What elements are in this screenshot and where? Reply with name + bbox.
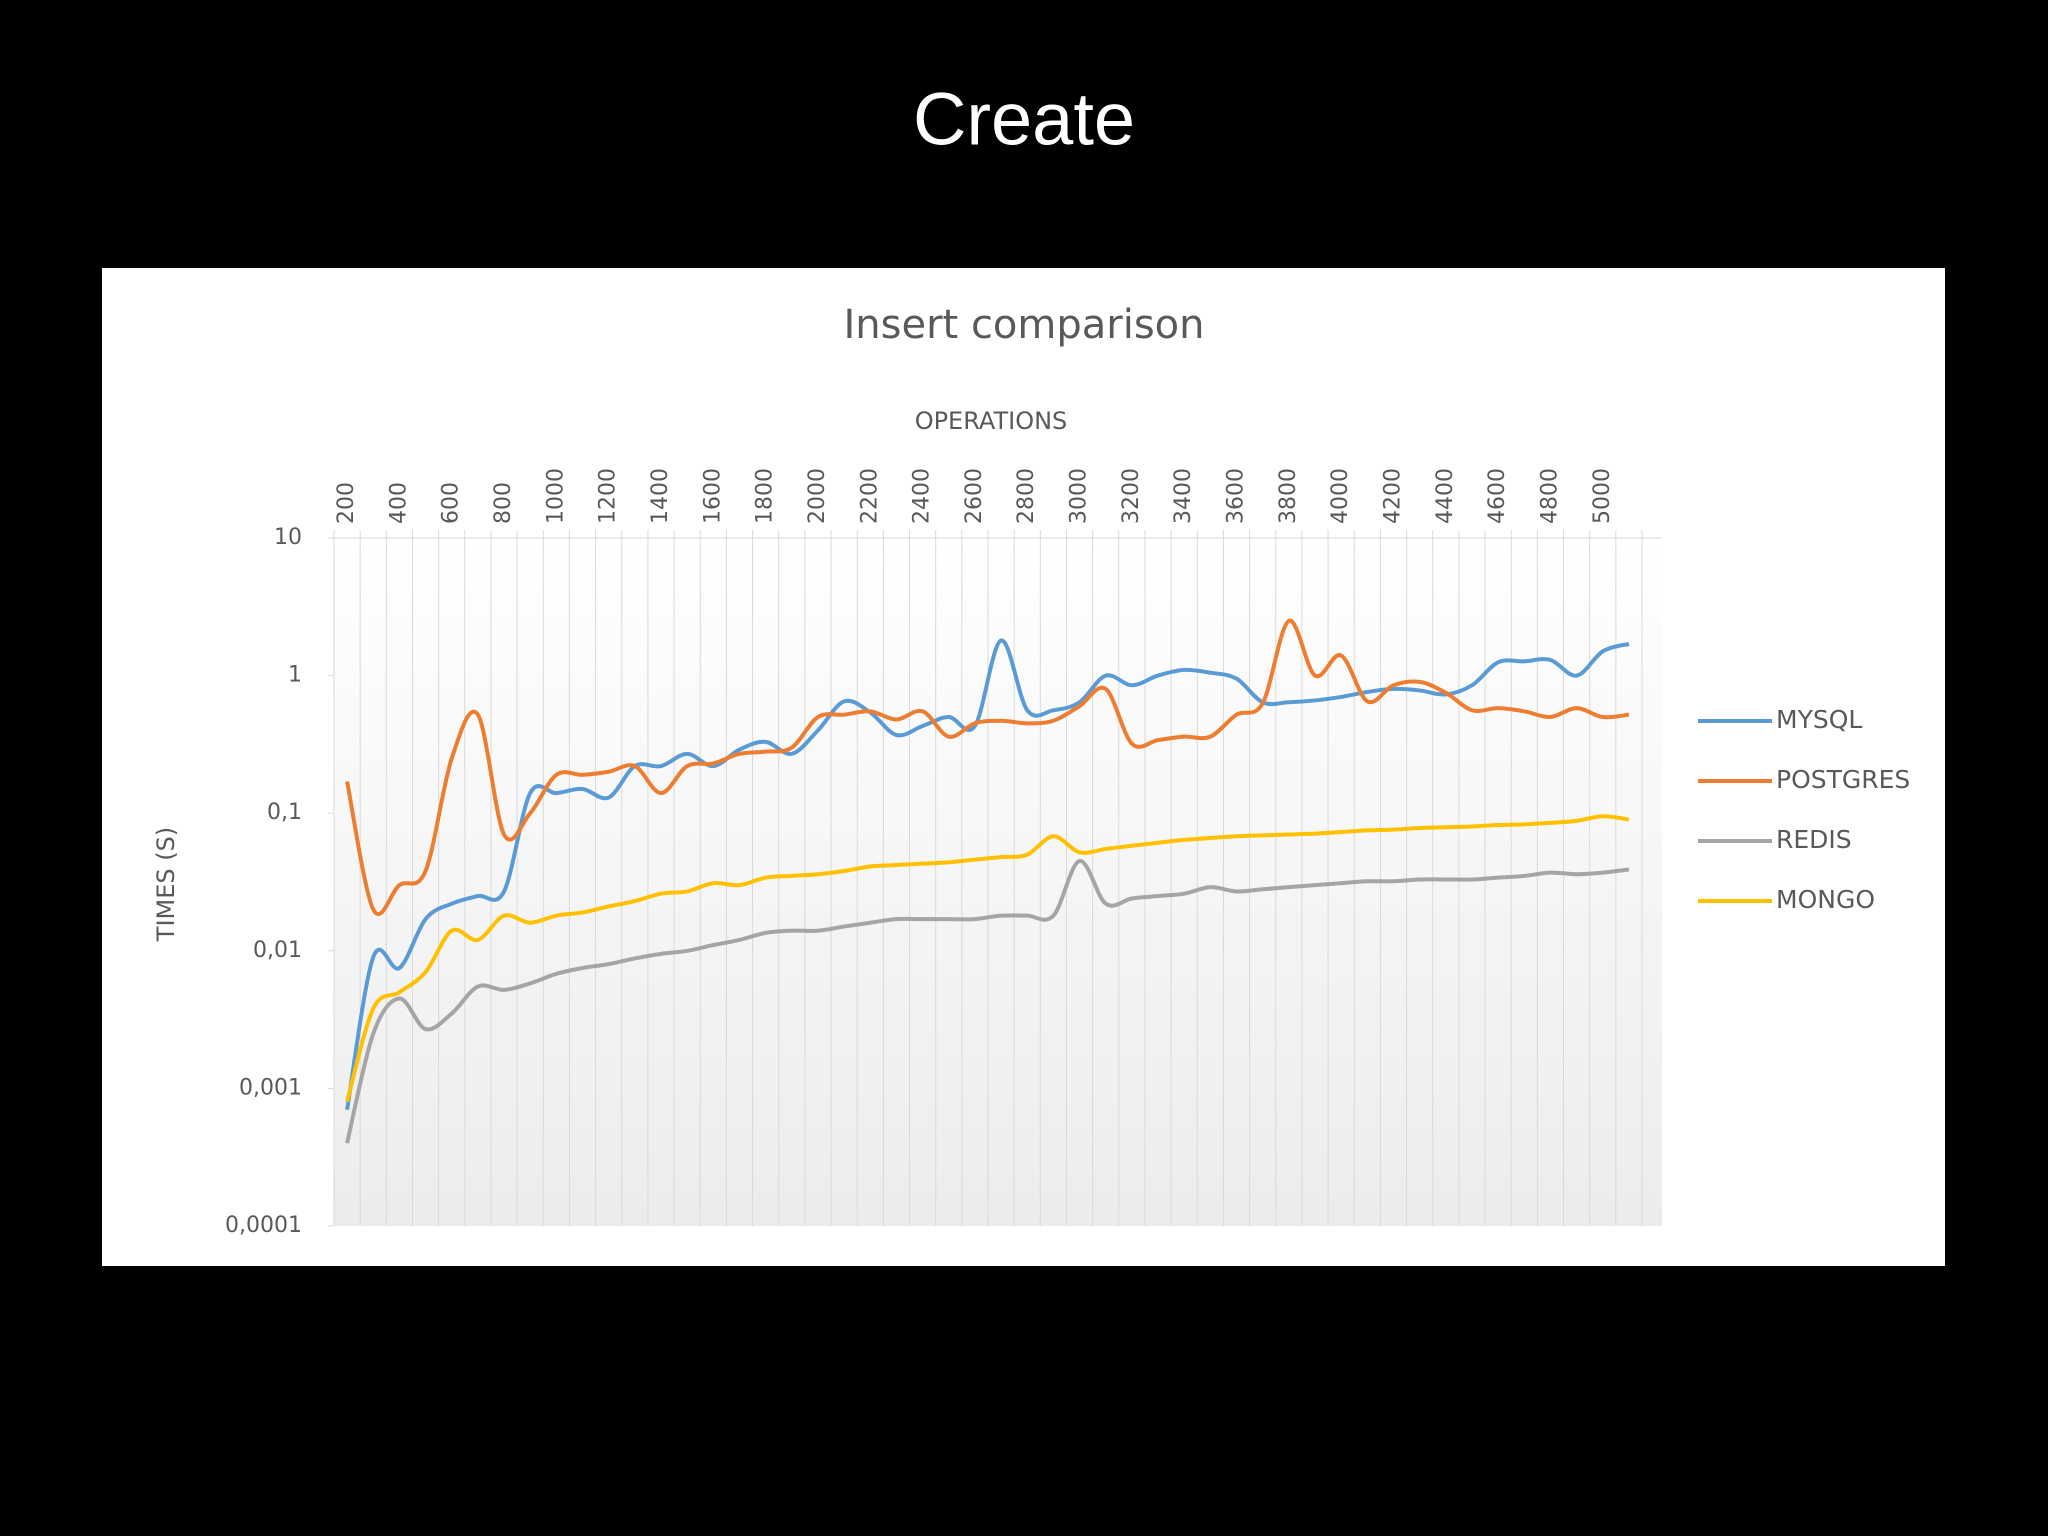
x-tick-label: 4600 bbox=[1485, 468, 1510, 524]
x-tick-label: 3800 bbox=[1276, 468, 1301, 524]
x-tick-label: 1600 bbox=[700, 468, 725, 524]
x-tick-label: 5000 bbox=[1590, 468, 1615, 524]
legend-label: REDIS bbox=[1776, 825, 1852, 854]
slide-title: Create bbox=[913, 78, 1135, 161]
y-tick-label: 10 bbox=[274, 525, 302, 550]
x-tick-label: 4000 bbox=[1328, 468, 1353, 524]
x-tick-label: 3400 bbox=[1171, 468, 1196, 524]
x-tick-label: 1200 bbox=[596, 468, 621, 524]
x-tick-label: 1000 bbox=[543, 468, 568, 524]
series-line bbox=[345, 814, 1630, 1103]
legend-label: POSTGRES bbox=[1776, 765, 1910, 794]
series-line bbox=[345, 618, 1630, 917]
x-tick-label: 1400 bbox=[648, 468, 673, 524]
x-tick-label: 2800 bbox=[1014, 468, 1039, 524]
plot-area: 200 400 600 800 1000 1200 1400 1600 1800 2000 2200… bbox=[225, 468, 1662, 1238]
x-tick-label: 200 bbox=[334, 482, 359, 524]
x-tick-label: 4200 bbox=[1380, 468, 1405, 524]
x-tick-label: 4400 bbox=[1433, 468, 1458, 524]
y-tick-label: 0,001 bbox=[239, 1075, 302, 1100]
series-line bbox=[345, 858, 1630, 1144]
x-tick-label: 3000 bbox=[1067, 468, 1092, 524]
y-tick-label: 0,01 bbox=[253, 938, 302, 963]
x-tick-label: 3200 bbox=[1119, 468, 1144, 524]
x-tick-label: 2600 bbox=[962, 468, 987, 524]
series-line bbox=[345, 638, 1630, 1111]
chart-title: Insert comparison bbox=[844, 302, 1205, 348]
y-tick-label: 0,0001 bbox=[225, 1213, 302, 1238]
y-tick-label: 0,1 bbox=[267, 800, 302, 825]
x-axis-label: OPERATIONS bbox=[915, 407, 1068, 435]
x-tick-label: 400 bbox=[386, 482, 411, 524]
x-tick-label: 1800 bbox=[753, 468, 778, 524]
x-tick-label: 2200 bbox=[857, 468, 882, 524]
legend-label: MYSQL bbox=[1776, 705, 1862, 734]
plot-background bbox=[334, 538, 1662, 1226]
x-tick-label: 3600 bbox=[1224, 468, 1249, 524]
x-tick-label: 800 bbox=[491, 482, 516, 524]
x-tick-label: 600 bbox=[439, 482, 464, 524]
x-tick-label: 2000 bbox=[805, 468, 830, 524]
legend-label: MONGO bbox=[1776, 885, 1875, 914]
x-tick-label: 4800 bbox=[1537, 468, 1562, 524]
y-axis-label: TIMES (S) bbox=[152, 827, 180, 942]
x-tick-label: 2400 bbox=[910, 468, 935, 524]
y-tick-label: 1 bbox=[288, 663, 302, 688]
